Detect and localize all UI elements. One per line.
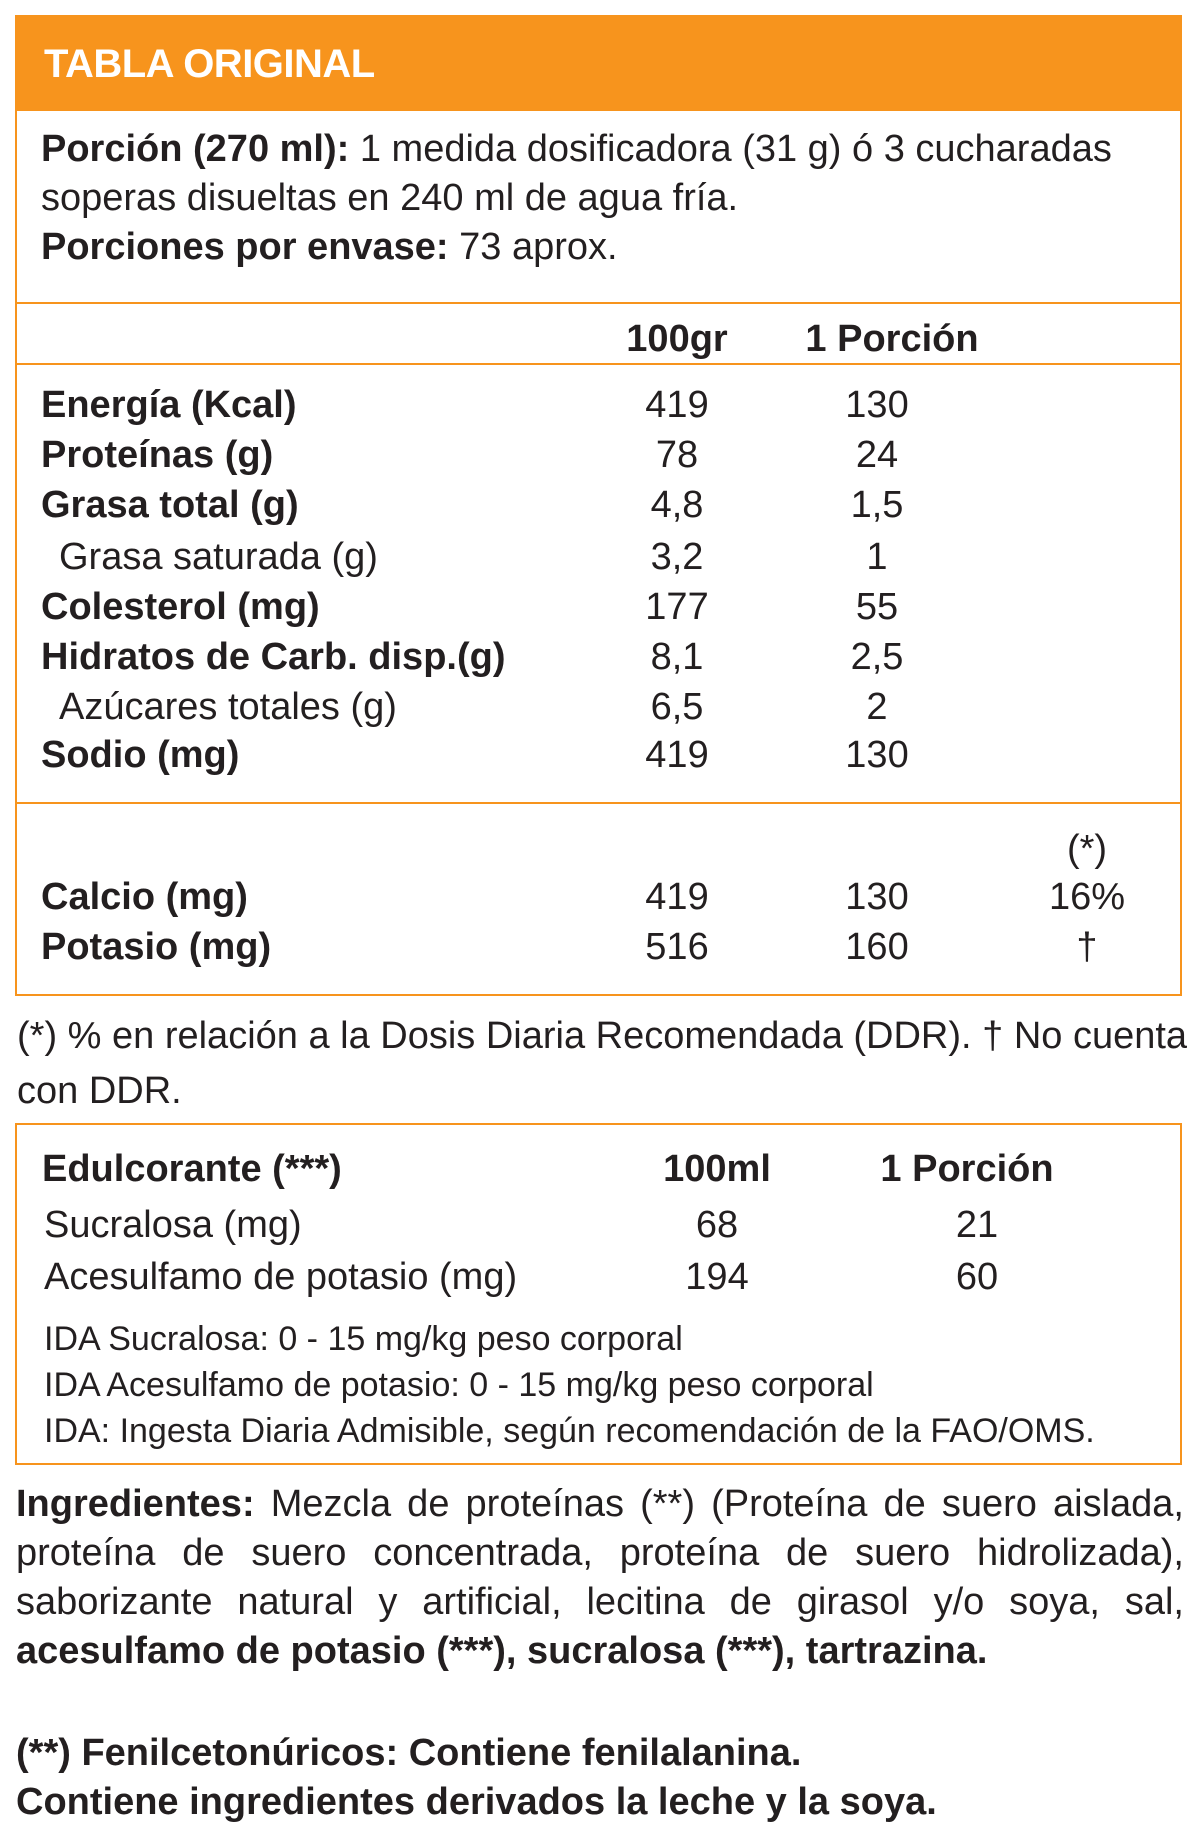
mineral-value-100gr: 516 — [645, 926, 709, 968]
sweetener-label: Acesulfamo de potasio (mg) — [44, 1256, 518, 1298]
servings-label: Porciones por envase: — [41, 226, 449, 268]
nutrient-value-100gr: 419 — [645, 384, 709, 426]
nutrient-sublabel: Azúcares totales (g) — [59, 686, 397, 728]
portion-line-2: soperas disueltas en 240 ml de agua fría… — [41, 177, 739, 219]
portion-line-1: Porción (270 ml): 1 medida dosificadora … — [41, 125, 1112, 173]
table-title: TABLA ORIGINAL — [44, 42, 375, 86]
ingredients-line: Ingredientes: Mezcla de proteínas (**) (… — [16, 1480, 1184, 1529]
ingredients-line: proteína de suero concentrada, proteína … — [16, 1532, 1184, 1574]
nutrient-value-100gr: 4,8 — [650, 484, 704, 526]
sweetener-table: Edulcorante (***) 100ml 1 Porción Sucral… — [15, 1123, 1182, 1465]
portion-description: 1 medida dosificadora (31 g) ó 3 cuchara… — [349, 128, 1112, 170]
sweetener-column-portion: 1 Porción — [880, 1148, 1054, 1190]
divider — [17, 363, 1180, 365]
servings-value: 73 aprox. — [448, 226, 618, 268]
nutrient-value-portion: 2,5 — [850, 636, 904, 678]
sweetener-value-100ml: 194 — [685, 1256, 749, 1298]
sweetener-value-100ml: 68 — [695, 1204, 739, 1246]
sweetener-label: Sucralosa (mg) — [44, 1204, 302, 1246]
sweetener-value-portion: 21 — [955, 1204, 999, 1246]
mineral-label: Calcio (mg) — [41, 876, 248, 918]
allergen-warning: Contiene ingredientes derivados la leche… — [16, 1781, 937, 1823]
nutrient-value-100gr: 6,5 — [650, 686, 704, 728]
table-header-bar: TABLA ORIGINAL — [17, 17, 1180, 111]
sweetener-column-100ml: 100ml — [663, 1148, 771, 1190]
portion-label: Porción (270 ml): — [41, 128, 350, 170]
nutrient-value-portion: 130 — [845, 734, 909, 776]
mineral-value-100gr: 419 — [645, 876, 709, 918]
nutrient-value-portion: 130 — [845, 384, 909, 426]
nutrient-value-portion: 1 — [866, 536, 888, 578]
ingredients-label: Ingredientes: — [16, 1483, 255, 1525]
nutrient-label: Proteínas (g) — [41, 434, 274, 476]
ida-note: IDA Sucralosa: 0 - 15 mg/kg peso corpora… — [44, 1320, 683, 1358]
ingredients-paragraph: Ingredientes: Mezcla de proteínas (**) (… — [16, 1480, 1184, 1676]
ingredients-text: Mezcla de proteínas (**) (Proteína de su… — [254, 1483, 1184, 1525]
nutrient-label: Colesterol (mg) — [41, 586, 320, 628]
column-header-portion: 1 Porción — [805, 318, 979, 360]
ddr-percent-header: (*) — [1066, 828, 1108, 870]
nutrient-value-100gr: 78 — [655, 434, 699, 476]
nutrient-value-portion: 1,5 — [850, 484, 904, 526]
nutrient-value-100gr: 419 — [645, 734, 709, 776]
nutrient-value-portion: 55 — [855, 586, 899, 628]
mineral-value-portion: 160 — [845, 926, 909, 968]
nutrient-value-portion: 24 — [855, 434, 899, 476]
ddr-footnote-line-2: con DDR. — [17, 1070, 182, 1112]
mineral-ddr-percent: † — [1076, 926, 1098, 968]
nutrient-value-100gr: 3,2 — [650, 536, 704, 578]
nutrient-label: Sodio (mg) — [41, 734, 240, 776]
nutrient-value-100gr: 8,1 — [650, 636, 704, 678]
nutrient-sublabel: Grasa saturada (g) — [59, 536, 378, 578]
servings-line: Porciones por envase: 73 aprox. — [41, 223, 618, 271]
ida-note: IDA Acesulfamo de potasio: 0 - 15 mg/kg … — [44, 1366, 874, 1404]
divider — [17, 802, 1180, 804]
nutrient-value-100gr: 177 — [645, 586, 709, 628]
ddr-footnote-line-1: (*) % en relación a la Dosis Diaria Reco… — [17, 1015, 1188, 1057]
nutrient-label: Energía (Kcal) — [41, 384, 297, 426]
divider — [17, 302, 1180, 304]
column-header-100gr: 100gr — [626, 318, 728, 360]
ingredients-line-bold: acesulfamo de potasio (***), sucralosa (… — [16, 1630, 988, 1672]
mineral-value-portion: 130 — [845, 876, 909, 918]
nutrition-table: TABLA ORIGINAL Porción (270 ml): 1 medid… — [15, 15, 1182, 996]
sweetener-title: Edulcorante (***) — [42, 1148, 342, 1190]
nutrient-label: Hidratos de Carb. disp.(g) — [41, 636, 506, 678]
mineral-label: Potasio (mg) — [41, 926, 272, 968]
ida-note: IDA: Ingesta Diaria Admisible, según rec… — [44, 1412, 1095, 1450]
sweetener-value-portion: 60 — [955, 1256, 999, 1298]
nutrient-label: Grasa total (g) — [41, 484, 299, 526]
nutrient-value-portion: 2 — [866, 686, 888, 728]
mineral-ddr-percent: 16% — [1048, 876, 1126, 918]
ingredients-line: saborizante natural y artificial, leciti… — [16, 1581, 1184, 1623]
phenylketonuric-warning: (**) Fenilcetonúricos: Contiene fenilala… — [16, 1732, 802, 1774]
